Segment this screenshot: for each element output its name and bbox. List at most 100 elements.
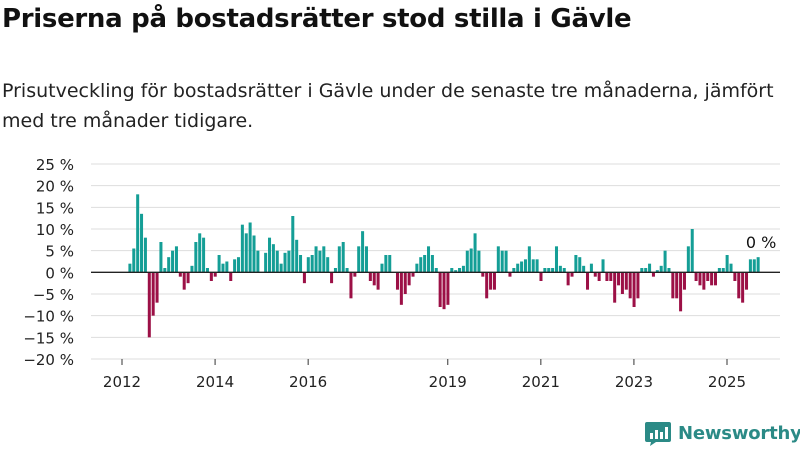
bar: [190, 265, 194, 273]
bar: [395, 272, 399, 290]
bar: [434, 268, 438, 273]
y-tick-label: −5 %: [33, 286, 74, 304]
bar: [202, 237, 206, 273]
y-tick-label: 15 %: [36, 199, 74, 217]
bar: [178, 272, 182, 277]
bar: [364, 246, 368, 273]
bar: [314, 246, 318, 273]
bar: [423, 255, 427, 273]
bar: [721, 268, 725, 273]
bar: [481, 272, 485, 277]
bar: [636, 272, 640, 299]
bar: [217, 255, 221, 273]
bar: [283, 252, 287, 273]
chart-subtitle: Prisutveckling för bostadsrätter i Gävle…: [2, 80, 774, 132]
bar: [554, 246, 558, 273]
bar: [368, 272, 372, 281]
x-axis-ticks: 2012 2014 2016 2019 2021 2023 2025: [103, 359, 746, 391]
bar: [357, 246, 361, 273]
bar: [558, 265, 562, 273]
bar: [597, 272, 601, 281]
chart-title: Priserna på bostadsrätter stod stilla i …: [2, 4, 632, 34]
bar: [403, 272, 407, 294]
newsworthy-logo: Newsworthy: [644, 420, 800, 446]
bar: [454, 270, 458, 273]
bar: [729, 263, 733, 273]
bar: [128, 263, 132, 273]
bar: [659, 265, 663, 273]
bar: [477, 250, 481, 273]
bar: [500, 250, 504, 273]
bar: [523, 259, 527, 273]
bar: [613, 272, 617, 303]
bar: [248, 222, 252, 273]
y-tick-label: 20 %: [36, 178, 74, 196]
y-tick-label: 10 %: [36, 221, 74, 239]
bar: [306, 257, 310, 273]
bar: [745, 272, 749, 290]
bar: [527, 246, 531, 273]
bar: [461, 265, 465, 273]
bar: [458, 268, 462, 273]
bar: [221, 263, 225, 273]
bar: [593, 272, 597, 277]
bar: [733, 272, 737, 281]
bar: [539, 272, 543, 281]
bar: [233, 259, 237, 273]
bar: [333, 268, 337, 273]
x-tick-label: 2012: [103, 373, 141, 391]
bar: [446, 272, 450, 305]
bar: [252, 235, 256, 273]
bar: [570, 272, 574, 277]
bar: [492, 272, 496, 290]
newsworthy-logo-text: Newsworthy: [678, 422, 800, 444]
bar: [648, 263, 652, 273]
bar: [415, 263, 419, 273]
bar: [407, 272, 411, 286]
bar: [330, 272, 334, 284]
bar: [535, 259, 539, 273]
bar: [682, 272, 686, 290]
bar: [679, 272, 683, 312]
bar: [450, 268, 454, 273]
bar: [690, 229, 694, 273]
x-tick-label: 2014: [196, 373, 234, 391]
bar: [182, 272, 186, 290]
bar: [640, 268, 644, 273]
bar: [322, 246, 326, 273]
y-tick-label: −10 %: [23, 308, 74, 326]
x-tick-label: 2025: [708, 373, 746, 391]
latest-value-annotation: 0 %: [746, 233, 776, 252]
x-tick-label: 2019: [429, 373, 467, 391]
y-tick-label: −20 %: [23, 351, 74, 369]
bar: [384, 255, 388, 273]
bar: [713, 272, 717, 286]
bar: [531, 259, 535, 273]
bar: [349, 272, 353, 299]
bar: [543, 268, 547, 273]
bar: [574, 255, 578, 273]
bar: [264, 252, 268, 273]
bar: [240, 224, 244, 273]
x-tick-label: 2016: [289, 373, 327, 391]
bar: [582, 265, 586, 273]
bar: [299, 255, 303, 273]
x-tick-label: 2023: [615, 373, 653, 391]
bar: [136, 194, 140, 273]
bar: [609, 272, 613, 281]
bar: [644, 268, 648, 273]
bar: [318, 250, 322, 273]
bar: [236, 257, 240, 273]
bar: [295, 239, 299, 273]
bar: [310, 255, 314, 273]
y-tick-label: −15 %: [23, 329, 74, 347]
bar: [512, 268, 516, 273]
bar: [163, 268, 167, 273]
bars: [128, 194, 760, 338]
bar: [741, 272, 745, 303]
bar: [601, 259, 605, 273]
bar: [589, 263, 593, 273]
bar: [566, 272, 570, 286]
bar: [628, 272, 632, 299]
